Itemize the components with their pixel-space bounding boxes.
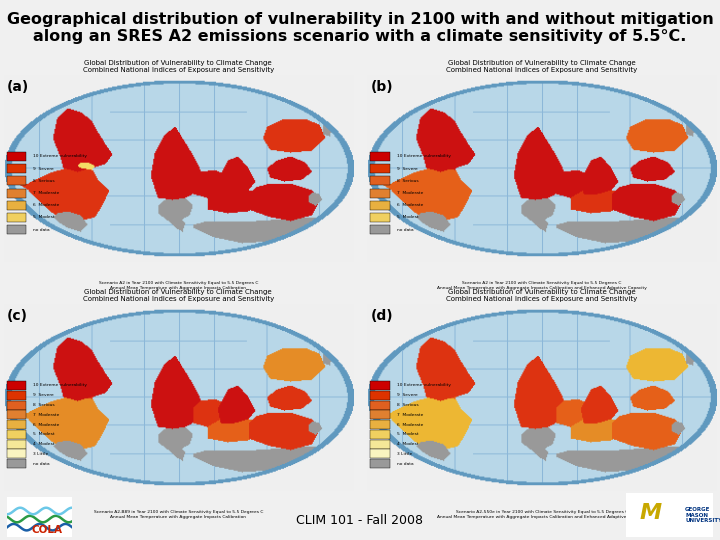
Text: 8  Serious: 8 Serious [397,403,418,407]
FancyBboxPatch shape [371,201,390,210]
FancyBboxPatch shape [7,391,27,400]
FancyBboxPatch shape [7,176,27,185]
Text: 5  Modest: 5 Modest [397,433,418,436]
Text: (a): (a) [7,80,30,94]
FancyBboxPatch shape [371,449,390,458]
FancyBboxPatch shape [371,420,390,429]
FancyBboxPatch shape [371,152,390,161]
Text: no data: no data [397,462,413,465]
FancyBboxPatch shape [371,225,390,234]
FancyBboxPatch shape [7,213,27,222]
Text: 10 Extreme vulnerability: 10 Extreme vulnerability [33,383,87,388]
Text: Scenario A2-B89 in Year 2100 with Climate Sensitivity Equal to 5.5 Degrees C
Ann: Scenario A2-B89 in Year 2100 with Climat… [94,510,263,519]
Text: 8  Serious: 8 Serious [33,179,55,183]
Text: 6  Moderate: 6 Moderate [33,203,60,207]
Text: 4  Modest: 4 Modest [33,442,55,446]
FancyBboxPatch shape [7,152,27,161]
FancyBboxPatch shape [7,410,27,419]
Text: 9  Severe: 9 Severe [397,393,418,397]
Text: 7  Moderate: 7 Moderate [397,413,423,417]
FancyBboxPatch shape [371,176,390,185]
Text: no data: no data [33,228,50,232]
Text: Scenario A2 in Year 2100 with Climate Sensitivity Equal to 5.5 Degrees C
Annual : Scenario A2 in Year 2100 with Climate Se… [99,281,258,289]
Text: 10 Extreme vulnerability: 10 Extreme vulnerability [397,383,451,388]
Text: (c): (c) [7,309,28,323]
FancyBboxPatch shape [371,440,390,449]
Text: 10 Extreme vulnerability: 10 Extreme vulnerability [33,154,87,158]
Text: 7  Moderate: 7 Moderate [33,191,60,195]
Text: 7  Moderate: 7 Moderate [33,413,60,417]
Text: COLA: COLA [32,525,63,535]
FancyBboxPatch shape [7,459,27,468]
Text: no data: no data [397,228,413,232]
Text: 6  Moderate: 6 Moderate [33,422,60,427]
FancyBboxPatch shape [371,391,390,400]
FancyBboxPatch shape [7,381,27,390]
FancyBboxPatch shape [7,440,27,449]
Text: 8  Serious: 8 Serious [397,179,418,183]
Text: 6  Moderate: 6 Moderate [397,203,423,207]
Text: 5  Modest: 5 Modest [33,215,55,219]
Text: 10 Extreme vulnerability: 10 Extreme vulnerability [397,154,451,158]
FancyBboxPatch shape [7,449,27,458]
FancyBboxPatch shape [7,401,27,409]
Text: M: M [639,503,662,523]
FancyBboxPatch shape [371,381,390,390]
Title: Global Distribution of Vulnerability to Climate Change
Combined National Indices: Global Distribution of Vulnerability to … [83,289,274,302]
Text: 5  Modest: 5 Modest [397,215,418,219]
FancyBboxPatch shape [7,430,27,439]
Title: Global Distribution of Vulnerability to Climate Change
Combined National Indices: Global Distribution of Vulnerability to … [83,60,274,73]
Text: 7  Moderate: 7 Moderate [397,191,423,195]
FancyBboxPatch shape [371,164,390,173]
Text: 3 Little: 3 Little [397,452,412,456]
FancyBboxPatch shape [371,188,390,198]
Text: 9  Severe: 9 Severe [397,167,418,171]
FancyBboxPatch shape [371,430,390,439]
Text: 3 Little: 3 Little [33,452,48,456]
FancyBboxPatch shape [371,410,390,419]
FancyBboxPatch shape [7,420,27,429]
Text: Geographical distribution of vulnerability in 2100 with and without mitigation
a: Geographical distribution of vulnerabili… [6,12,714,44]
Text: no data: no data [33,462,50,465]
FancyBboxPatch shape [7,188,27,198]
Text: 5  Modest: 5 Modest [33,433,55,436]
Text: 9  Severe: 9 Severe [33,393,54,397]
Text: 8  Serious: 8 Serious [33,403,55,407]
Text: (b): (b) [371,80,393,94]
Text: 9  Severe: 9 Severe [33,167,54,171]
Text: Scenario A2 in Year 2100 with Climate Sensitivity Equal to 5.5 Degrees C
Annual : Scenario A2 in Year 2100 with Climate Se… [437,281,647,289]
Text: (d): (d) [371,309,393,323]
FancyBboxPatch shape [7,201,27,210]
Text: Scenario A2-550e in Year 2100 with Climate Sensitivity Equal to 5.5 Degrees C
An: Scenario A2-550e in Year 2100 with Clima… [437,510,647,519]
FancyBboxPatch shape [371,213,390,222]
Text: 4  Modest: 4 Modest [397,442,418,446]
Text: 6  Moderate: 6 Moderate [397,422,423,427]
FancyBboxPatch shape [7,225,27,234]
Text: GEORGE
MASON
UNIVERSITY: GEORGE MASON UNIVERSITY [685,507,720,523]
Title: Global Distribution of Vulnerability to Climate Change
Combined National Indices: Global Distribution of Vulnerability to … [446,289,637,302]
Title: Global Distribution of Vulnerability to Climate Change
Combined National Indices: Global Distribution of Vulnerability to … [446,60,637,73]
FancyBboxPatch shape [371,401,390,409]
FancyBboxPatch shape [371,459,390,468]
Text: CLIM 101 - Fall 2008: CLIM 101 - Fall 2008 [297,514,423,526]
FancyBboxPatch shape [7,164,27,173]
